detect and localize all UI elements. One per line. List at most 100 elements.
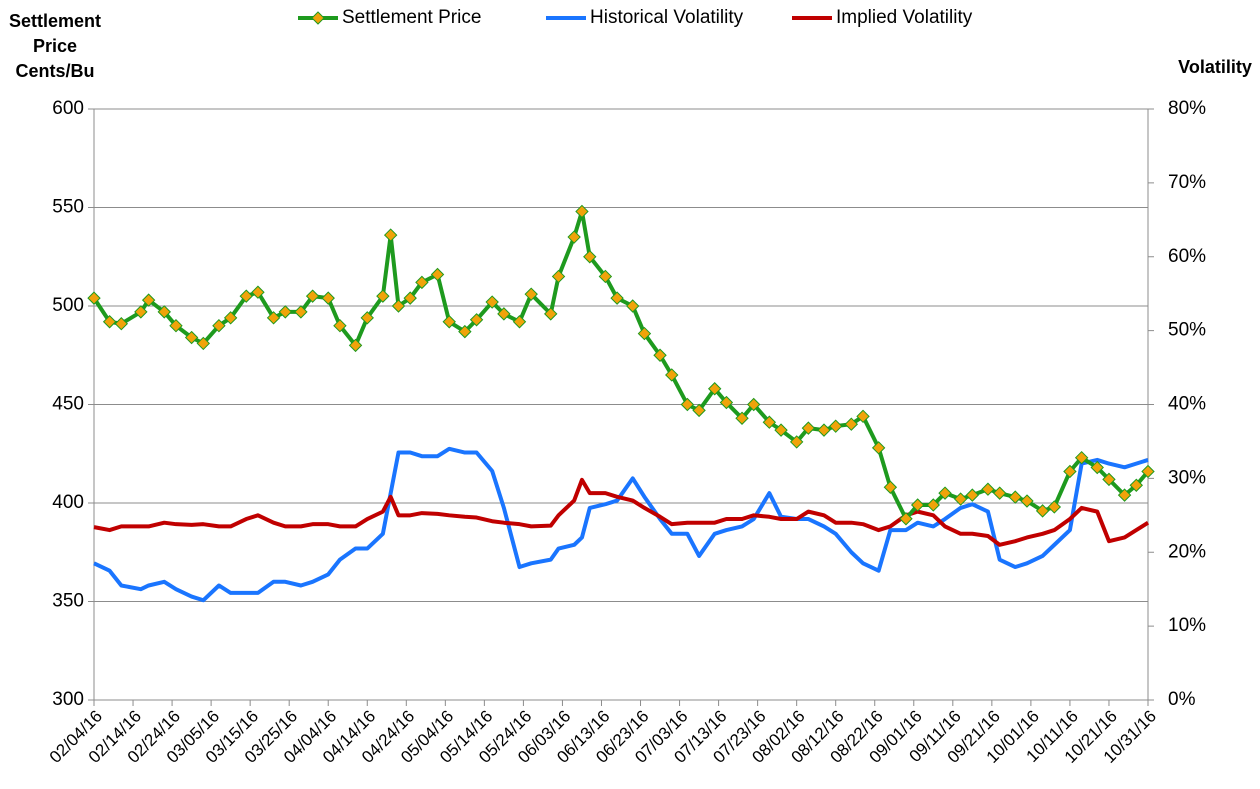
- point-marker: [817, 423, 831, 437]
- point-marker: [747, 397, 761, 412]
- point-marker: [305, 289, 320, 303]
- point-marker: [251, 285, 265, 299]
- point-marker: [497, 307, 511, 321]
- y-tick-label: 550: [52, 197, 84, 218]
- y-tick-label: 450: [52, 394, 84, 415]
- y2-tick-label: 30%: [1168, 467, 1206, 488]
- point-marker: [899, 512, 913, 526]
- y2-tick-label: 50%: [1168, 320, 1206, 341]
- point-marker: [828, 419, 843, 433]
- point-marker: [321, 291, 335, 305]
- point-marker: [1047, 500, 1062, 514]
- y-axis-title: Cents/Bu: [15, 61, 94, 81]
- point-marker: [844, 417, 859, 431]
- point-marker: [801, 421, 816, 435]
- y2-tick-label: 70%: [1168, 172, 1206, 193]
- point-marker: [665, 368, 679, 382]
- point-marker: [707, 382, 722, 396]
- point-marker: [169, 318, 183, 333]
- point-marker: [266, 311, 281, 325]
- y2-tick-label: 10%: [1168, 615, 1206, 636]
- point-marker: [680, 397, 695, 412]
- point-marker: [953, 492, 968, 506]
- y-axis-title: Settlement: [9, 11, 101, 31]
- point-marker: [383, 228, 398, 242]
- point-marker: [87, 291, 101, 305]
- point-marker: [403, 291, 417, 305]
- legend-label: Implied Volatility: [836, 7, 973, 28]
- point-marker: [637, 326, 652, 341]
- y-axis-title: Price: [33, 36, 77, 56]
- point-marker: [626, 299, 640, 313]
- point-marker: [360, 311, 374, 325]
- point-marker: [442, 315, 456, 329]
- y2-axis-title: Volatility: [1178, 57, 1252, 77]
- point-marker: [196, 336, 211, 351]
- point-marker: [1063, 464, 1077, 479]
- point-marker: [157, 305, 171, 319]
- point-marker: [376, 289, 390, 303]
- point-marker: [114, 317, 129, 331]
- point-marker: [415, 275, 429, 290]
- point-marker: [567, 230, 581, 244]
- point-marker: [551, 269, 566, 284]
- y-tick-label: 400: [52, 492, 84, 513]
- point-marker: [610, 291, 624, 305]
- point-marker: [910, 498, 925, 512]
- y2-tick-label: 40%: [1168, 394, 1206, 415]
- series-line: [93, 477, 1150, 547]
- point-marker: [926, 498, 941, 512]
- point-marker: [1035, 504, 1050, 518]
- point-marker: [134, 305, 148, 319]
- legend-marker: [311, 11, 325, 25]
- point-marker: [965, 488, 980, 502]
- point-marker: [485, 295, 499, 309]
- point-marker: [458, 324, 472, 339]
- point-marker: [524, 287, 538, 301]
- point-marker: [278, 305, 292, 319]
- y2-tick-label: 20%: [1168, 541, 1206, 562]
- point-marker: [102, 315, 117, 329]
- point-marker: [239, 289, 253, 303]
- point-marker: [598, 269, 613, 284]
- point-marker: [789, 435, 804, 449]
- point-marker: [1008, 490, 1022, 504]
- point-marker: [294, 305, 308, 319]
- point-marker: [430, 267, 445, 282]
- legend-label: Historical Volatility: [590, 7, 744, 28]
- point-marker: [774, 423, 788, 437]
- point-marker: [1090, 460, 1104, 475]
- point-marker: [692, 403, 706, 418]
- point-marker: [883, 480, 898, 494]
- point-marker: [575, 204, 589, 219]
- point-marker: [856, 409, 870, 424]
- point-marker: [391, 299, 406, 313]
- point-marker: [719, 395, 734, 410]
- y-tick-label: 500: [52, 295, 84, 316]
- point-marker: [184, 330, 199, 345]
- y2-tick-label: 80%: [1168, 98, 1206, 119]
- point-marker: [1129, 478, 1143, 492]
- point-marker: [583, 250, 597, 264]
- point-marker: [1074, 450, 1089, 465]
- point-marker: [735, 411, 749, 425]
- point-marker: [141, 293, 156, 307]
- point-marker: [469, 313, 484, 327]
- point-marker: [512, 315, 527, 329]
- point-marker: [1020, 494, 1034, 508]
- point-marker: [212, 318, 226, 333]
- point-marker: [938, 486, 952, 500]
- point-marker: [1141, 464, 1155, 479]
- y-tick-label: 350: [52, 591, 84, 612]
- y-tick-label: 300: [52, 689, 84, 710]
- y2-tick-label: 60%: [1168, 246, 1206, 267]
- point-marker: [981, 482, 995, 496]
- y-tick-label: 600: [52, 98, 84, 119]
- point-marker: [1117, 488, 1132, 502]
- point-marker: [653, 348, 667, 362]
- point-marker: [762, 415, 777, 429]
- point-marker: [333, 318, 347, 333]
- point-marker: [992, 486, 1007, 500]
